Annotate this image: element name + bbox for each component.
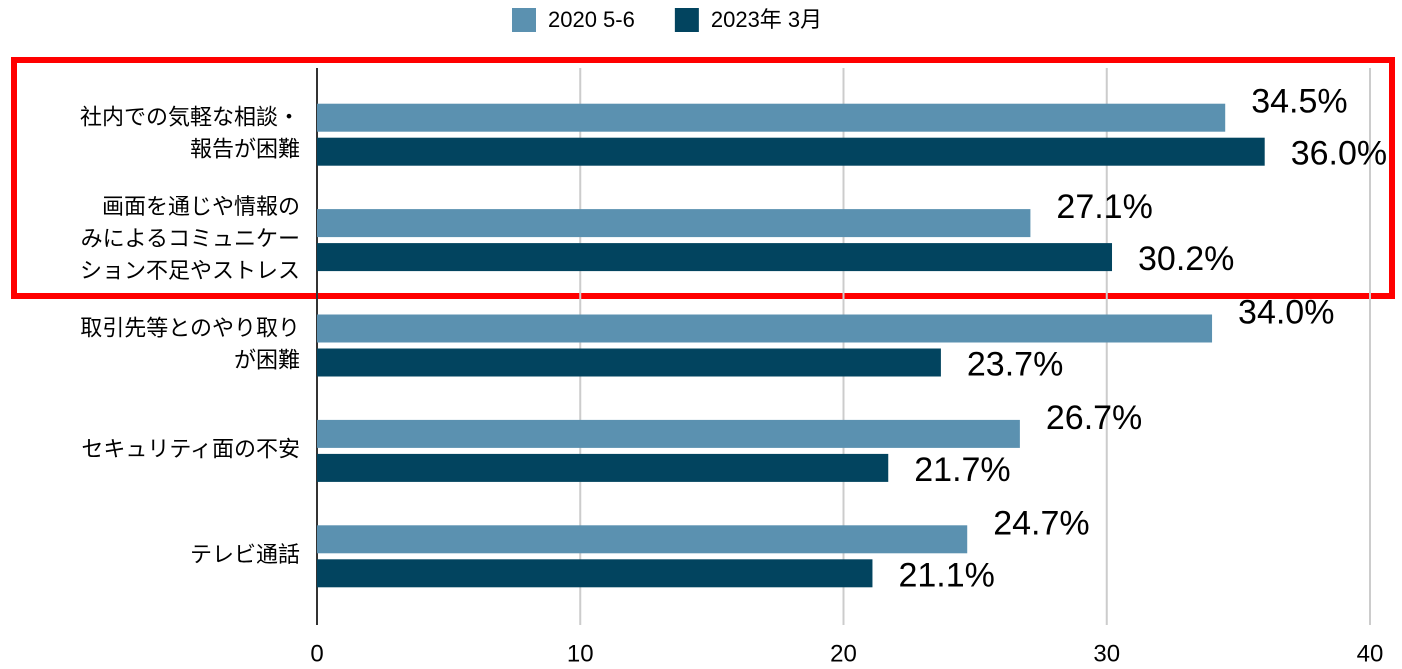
bar [317,559,873,588]
x-tick-label: 40 [1357,640,1384,667]
bar [317,243,1113,272]
bar [317,525,968,554]
bar [317,419,1020,448]
y-tick-label: が困難 [234,347,300,372]
y-tick-label: テレビ通話 [190,542,300,567]
legend-swatch [512,8,536,32]
data-label: 36.0% [1291,135,1387,173]
data-label: 23.7% [967,345,1063,383]
bar [317,137,1265,166]
bar [317,314,1213,343]
bar [317,103,1226,132]
data-label: 21.7% [914,451,1010,489]
y-tick-label: みによるコミュニケー [81,226,300,251]
y-tick-label: 報告が困難 [190,137,300,162]
legend-label: 2023年 3月 [711,7,822,32]
legend-swatch [674,8,699,32]
x-tick-label: 0 [310,640,323,667]
y-tick-label: ション不足やストレス [80,258,300,283]
y-tick-label: 社内での気軽な相談・ [80,105,300,130]
bar [317,348,941,377]
legend-label: 2020 5-6 [548,7,635,32]
x-tick-label: 20 [830,640,857,667]
data-label: 24.7% [993,504,1089,542]
data-label: 30.2% [1138,240,1234,278]
data-label: 27.1% [1056,188,1152,226]
data-label: 34.5% [1251,83,1347,121]
y-tick-label: 画面を通じや情報の [102,194,300,219]
data-label: 26.7% [1046,399,1142,437]
data-label: 34.0% [1238,293,1334,331]
x-tick-label: 10 [567,640,594,667]
data-label: 21.1% [898,556,994,594]
highlight-box [11,57,1395,299]
y-tick-label: セキュリティ面の不安 [81,437,300,462]
y-tick-label: 取引先等とのやり取り [80,315,300,340]
x-tick-label: 30 [1093,640,1120,667]
bar [317,209,1031,238]
bar [317,453,889,482]
